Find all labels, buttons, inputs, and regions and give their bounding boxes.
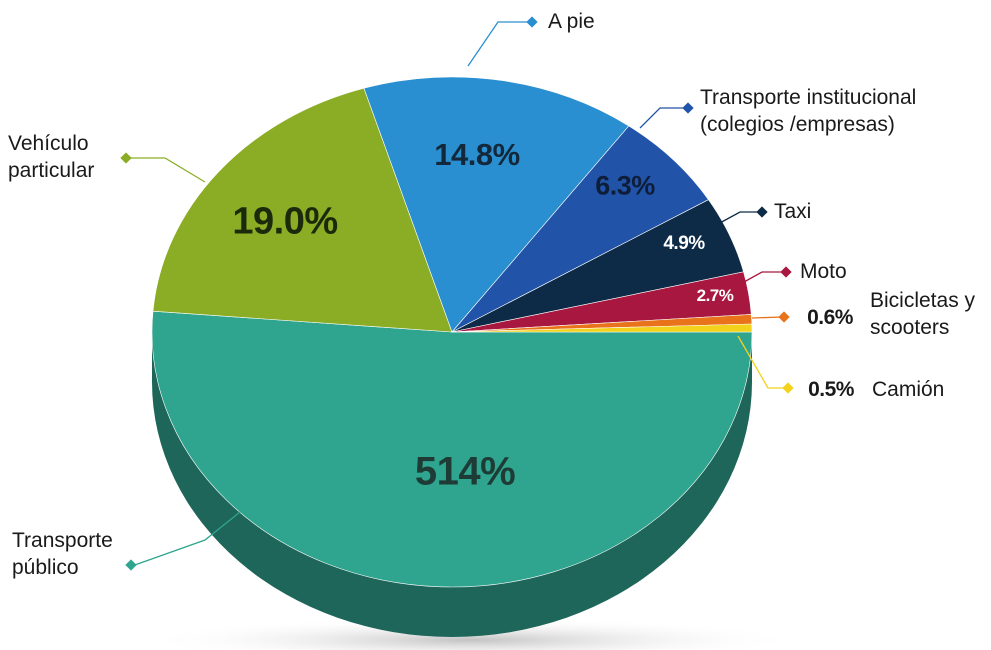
leader-line: [751, 316, 783, 319]
slice: [451, 125, 709, 333]
value-label: 4.9%: [663, 233, 705, 254]
slice-side: [152, 332, 752, 637]
marker: [756, 206, 768, 218]
value-label: 0.6%: [807, 306, 853, 329]
leader-lines: [126, 21, 786, 567]
value-label: 0.5%: [808, 378, 854, 401]
leader-line: [737, 335, 786, 389]
slice: [151, 310, 753, 588]
leader-line: [639, 107, 686, 129]
slice: [363, 76, 630, 333]
pie: [151, 76, 753, 637]
marker: [778, 311, 790, 323]
marker: [526, 16, 538, 28]
category-label: Transporte público: [12, 529, 113, 579]
category-label: Vehículo particular: [8, 132, 95, 182]
marker: [682, 102, 694, 114]
leader-line: [126, 157, 206, 183]
value-label: 2.7%: [696, 286, 734, 305]
leader-line: [467, 21, 530, 67]
value-label: 6.3%: [595, 170, 655, 201]
leader-line: [131, 479, 281, 567]
category-label: Camión: [872, 378, 945, 401]
marker: [780, 266, 792, 278]
leader-line: [743, 271, 784, 283]
category-label: Moto: [800, 260, 847, 283]
marker: [782, 382, 794, 394]
value-label: 19.0%: [232, 200, 338, 243]
category-label: Transporte institucional (colegios /empr…: [700, 86, 917, 136]
value-label: 514%: [414, 449, 516, 494]
category-label: Taxi: [774, 200, 812, 223]
slice: [451, 323, 753, 333]
leader-line: [717, 211, 760, 225]
category-label: A pie: [548, 10, 595, 33]
value-label: 14.8%: [434, 137, 520, 172]
slice: [152, 87, 453, 333]
category-label: Bicicletas y scooters: [870, 289, 976, 339]
